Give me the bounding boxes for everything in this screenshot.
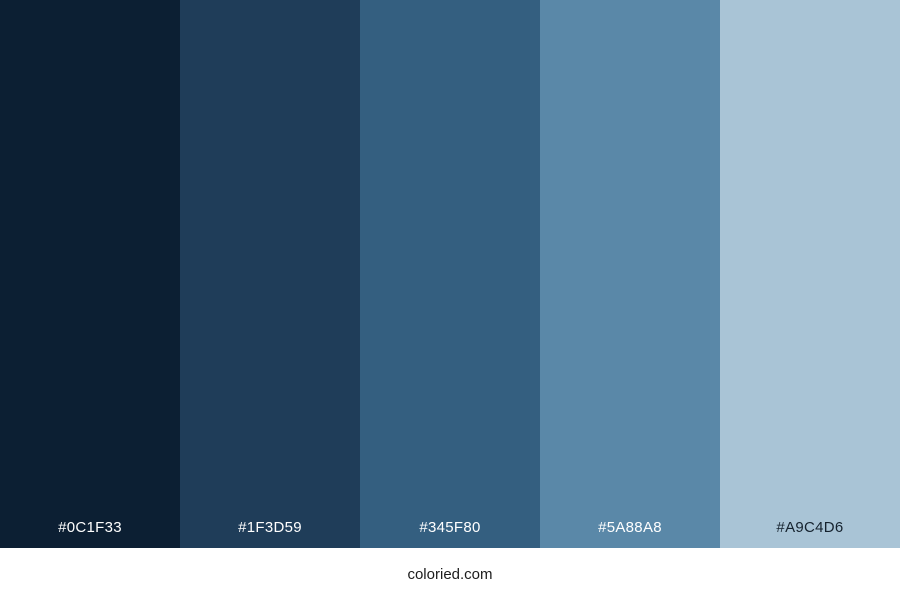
site-name: coloried.com	[407, 565, 493, 583]
footer: coloried.com	[0, 548, 900, 600]
hex-code-label: #A9C4D6	[776, 519, 844, 536]
hex-code-label: #1F3D59	[238, 519, 302, 536]
color-swatch-345f80[interactable]: #345F80	[360, 0, 540, 548]
color-palette: #0C1F33 #1F3D59 #345F80 #5A88A8 #A9C4D6	[0, 0, 900, 548]
color-swatch-a9c4d6[interactable]: #A9C4D6	[720, 0, 900, 548]
color-swatch-0c1f33[interactable]: #0C1F33	[0, 0, 180, 548]
hex-code-label: #0C1F33	[58, 519, 122, 536]
color-swatch-5a88a8[interactable]: #5A88A8	[540, 0, 720, 548]
color-swatch-1f3d59[interactable]: #1F3D59	[180, 0, 360, 548]
hex-code-label: #5A88A8	[598, 519, 662, 536]
hex-code-label: #345F80	[419, 519, 481, 536]
